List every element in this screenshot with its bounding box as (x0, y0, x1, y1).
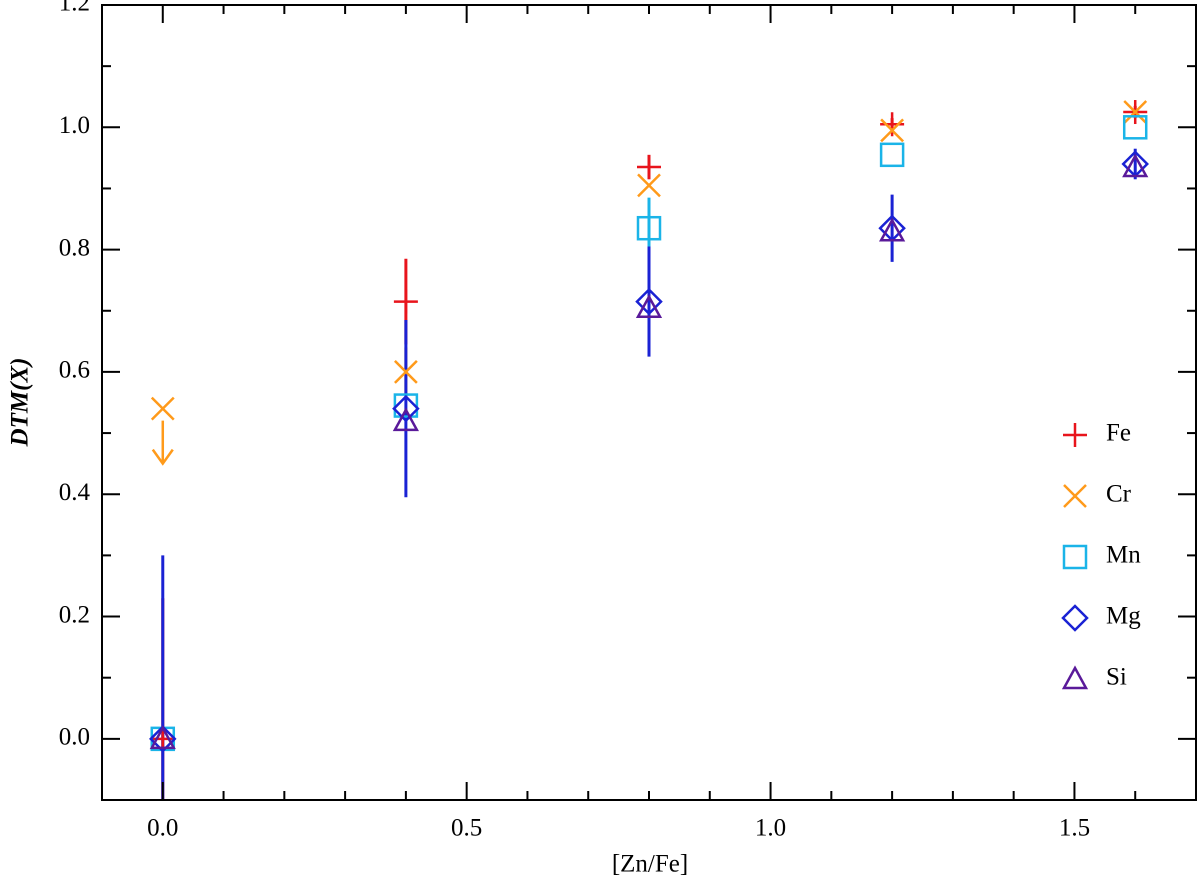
data-point (394, 360, 418, 384)
data-point (149, 725, 177, 753)
legend-label: Mg (1106, 603, 1141, 630)
legend-marker (1061, 604, 1089, 632)
marker-part (637, 173, 661, 198)
x-tick-label: 1.0 (755, 815, 786, 842)
marker-part (635, 294, 663, 318)
marker-part (394, 360, 418, 384)
data-point (392, 394, 420, 423)
legend-marker (1062, 544, 1088, 570)
marker-part (1122, 115, 1148, 140)
marker-part (880, 118, 904, 143)
marker-part (1062, 544, 1088, 570)
legend-label: Mn (1106, 542, 1141, 569)
marker-part (149, 725, 177, 753)
marker-part (1122, 153, 1149, 178)
marker-part (1063, 484, 1087, 508)
data-point (880, 112, 905, 137)
data-point (150, 396, 175, 421)
y-tick-label: 1.2 (59, 0, 90, 17)
marker-part (879, 142, 905, 168)
marker-part (1061, 665, 1089, 690)
y-tick-label: 0.4 (59, 479, 91, 506)
data-point (392, 407, 420, 432)
marker-part (150, 396, 175, 421)
plot-frame (101, 4, 1197, 801)
data-point (878, 217, 906, 242)
marker-part (392, 407, 420, 432)
legend-label: Fe (1106, 420, 1131, 447)
upper-limit-arrow (151, 420, 174, 466)
data-point (1122, 115, 1148, 140)
data-point (636, 215, 662, 241)
legend-label: Si (1106, 664, 1127, 691)
marker-part (1123, 100, 1148, 124)
marker-part (149, 725, 176, 750)
marker-part (878, 217, 906, 242)
x-tick-label: 1.5 (1059, 815, 1090, 842)
y-tick-label: 1.0 (59, 112, 90, 139)
legend-marker (1063, 423, 1087, 447)
data-point (393, 289, 418, 314)
y-axis-label: DTM(X) (7, 358, 34, 448)
data-point (879, 142, 905, 168)
marker-part (393, 393, 419, 418)
data-point (637, 173, 661, 198)
marker-part (636, 215, 662, 241)
legend-label: Cr (1106, 481, 1132, 508)
x-tick-label: 0.5 (451, 815, 482, 842)
y-tick-label: 0.6 (59, 357, 90, 384)
marker-part (1061, 604, 1089, 632)
legend-marker (1061, 665, 1089, 690)
y-tick-label: 0.8 (59, 234, 90, 261)
marker-part (635, 287, 663, 316)
data-point (1123, 100, 1148, 124)
plot-area (149, 100, 1149, 800)
data-point (393, 393, 419, 418)
y-tick-label: 0.2 (59, 601, 90, 628)
y-tick-label: 0.0 (59, 724, 90, 751)
data-point (880, 118, 904, 143)
x-tick-label: 0.0 (147, 815, 178, 842)
data-point (635, 294, 663, 318)
data-point (149, 725, 176, 750)
x-axis-label: [Zn/Fe] (612, 851, 688, 878)
legend-marker (1063, 484, 1087, 508)
data-point (635, 287, 663, 316)
data-point (637, 155, 661, 180)
data-point (1122, 153, 1149, 178)
marker-part (392, 394, 420, 423)
